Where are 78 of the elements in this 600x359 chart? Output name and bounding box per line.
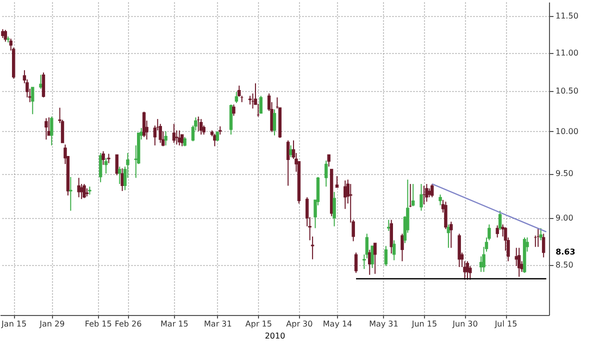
candlestick <box>77 177 80 198</box>
candlestick <box>332 191 336 227</box>
x-tick-label: Jan 15 <box>0 320 27 328</box>
x-tick-label: Jun 15 <box>410 320 438 328</box>
candlestick <box>344 180 347 210</box>
x-tick-label: Jul 15 <box>494 320 518 328</box>
candlestick <box>82 183 86 199</box>
candlestick <box>392 240 396 261</box>
candlestick <box>69 176 72 212</box>
y-tick-label: 9.00 <box>556 214 574 223</box>
candlestick <box>373 242 377 274</box>
candlestick <box>102 150 105 166</box>
candlestick <box>115 154 118 176</box>
x-tick-label: Feb 26 <box>114 320 142 328</box>
candlestick <box>42 72 46 98</box>
candlestick <box>286 140 290 186</box>
candlestick <box>4 29 8 42</box>
candlestick <box>98 152 102 183</box>
y-tick-label: 9.50 <box>556 169 574 178</box>
candlestick <box>458 233 461 268</box>
candlestick <box>425 183 428 202</box>
candlestick <box>438 194 442 206</box>
candlestick <box>238 85 241 98</box>
x-tick-label: May 31 <box>369 320 398 328</box>
candlestick <box>172 123 176 144</box>
candlestick <box>335 176 339 188</box>
candlestick <box>216 130 220 142</box>
candlestick <box>120 168 124 192</box>
y-tick-label: 8.50 <box>556 260 574 270</box>
y-tick-label: 10.50 <box>556 86 578 96</box>
candlestick <box>104 158 108 174</box>
x-tick-label: Mar 31 <box>204 320 232 328</box>
candlestick <box>444 201 448 230</box>
x-tick-label: Apr 15 <box>245 320 272 328</box>
x-tick-label: Jun 30 <box>452 320 478 328</box>
candlestick <box>31 86 34 115</box>
y-tick-label: 10.00 <box>556 126 578 136</box>
candlestick <box>107 153 110 164</box>
annotation: 8.63 <box>556 248 576 257</box>
candlestick <box>50 116 54 146</box>
candlestick <box>400 233 404 262</box>
candlestick <box>158 123 162 144</box>
candlestick <box>518 247 521 278</box>
candlestick <box>370 245 374 268</box>
candlestick <box>44 118 48 140</box>
y-tick-label: 11.50 <box>556 12 578 21</box>
candlestick <box>390 219 393 254</box>
x-tick-label: Feb 15 <box>84 320 112 328</box>
candlestick <box>39 74 42 90</box>
candlestick <box>142 111 146 138</box>
candlestick <box>412 183 415 207</box>
candlestick <box>327 154 330 168</box>
candlestick <box>498 210 502 230</box>
candlestick <box>539 228 542 241</box>
candlestick <box>430 183 434 198</box>
x-tick-label: Jan 29 <box>38 320 65 328</box>
candlestick <box>384 245 388 267</box>
x-tick-label: Mar 15 <box>160 320 188 328</box>
candlestick <box>259 95 263 114</box>
candlestick <box>354 252 358 274</box>
candlestick <box>213 133 216 147</box>
candlestick <box>234 91 238 104</box>
candlestick <box>496 224 499 238</box>
x-tick-label: Apr 30 <box>286 320 313 328</box>
candlestick <box>324 160 328 188</box>
x-tick-label: May 14 <box>322 320 352 328</box>
candlestick <box>272 108 276 136</box>
candlestick <box>542 233 546 258</box>
candlestick <box>200 118 203 136</box>
candlestick <box>232 104 236 116</box>
x-axis-title: 2010 <box>264 332 286 340</box>
candlestick <box>183 136 186 147</box>
candlestick <box>118 166 122 184</box>
candlestick <box>420 183 423 212</box>
y-tick-label: 11.00 <box>556 48 578 58</box>
candlestick <box>289 144 292 158</box>
candlestick <box>164 130 168 146</box>
candlestick <box>450 221 453 248</box>
